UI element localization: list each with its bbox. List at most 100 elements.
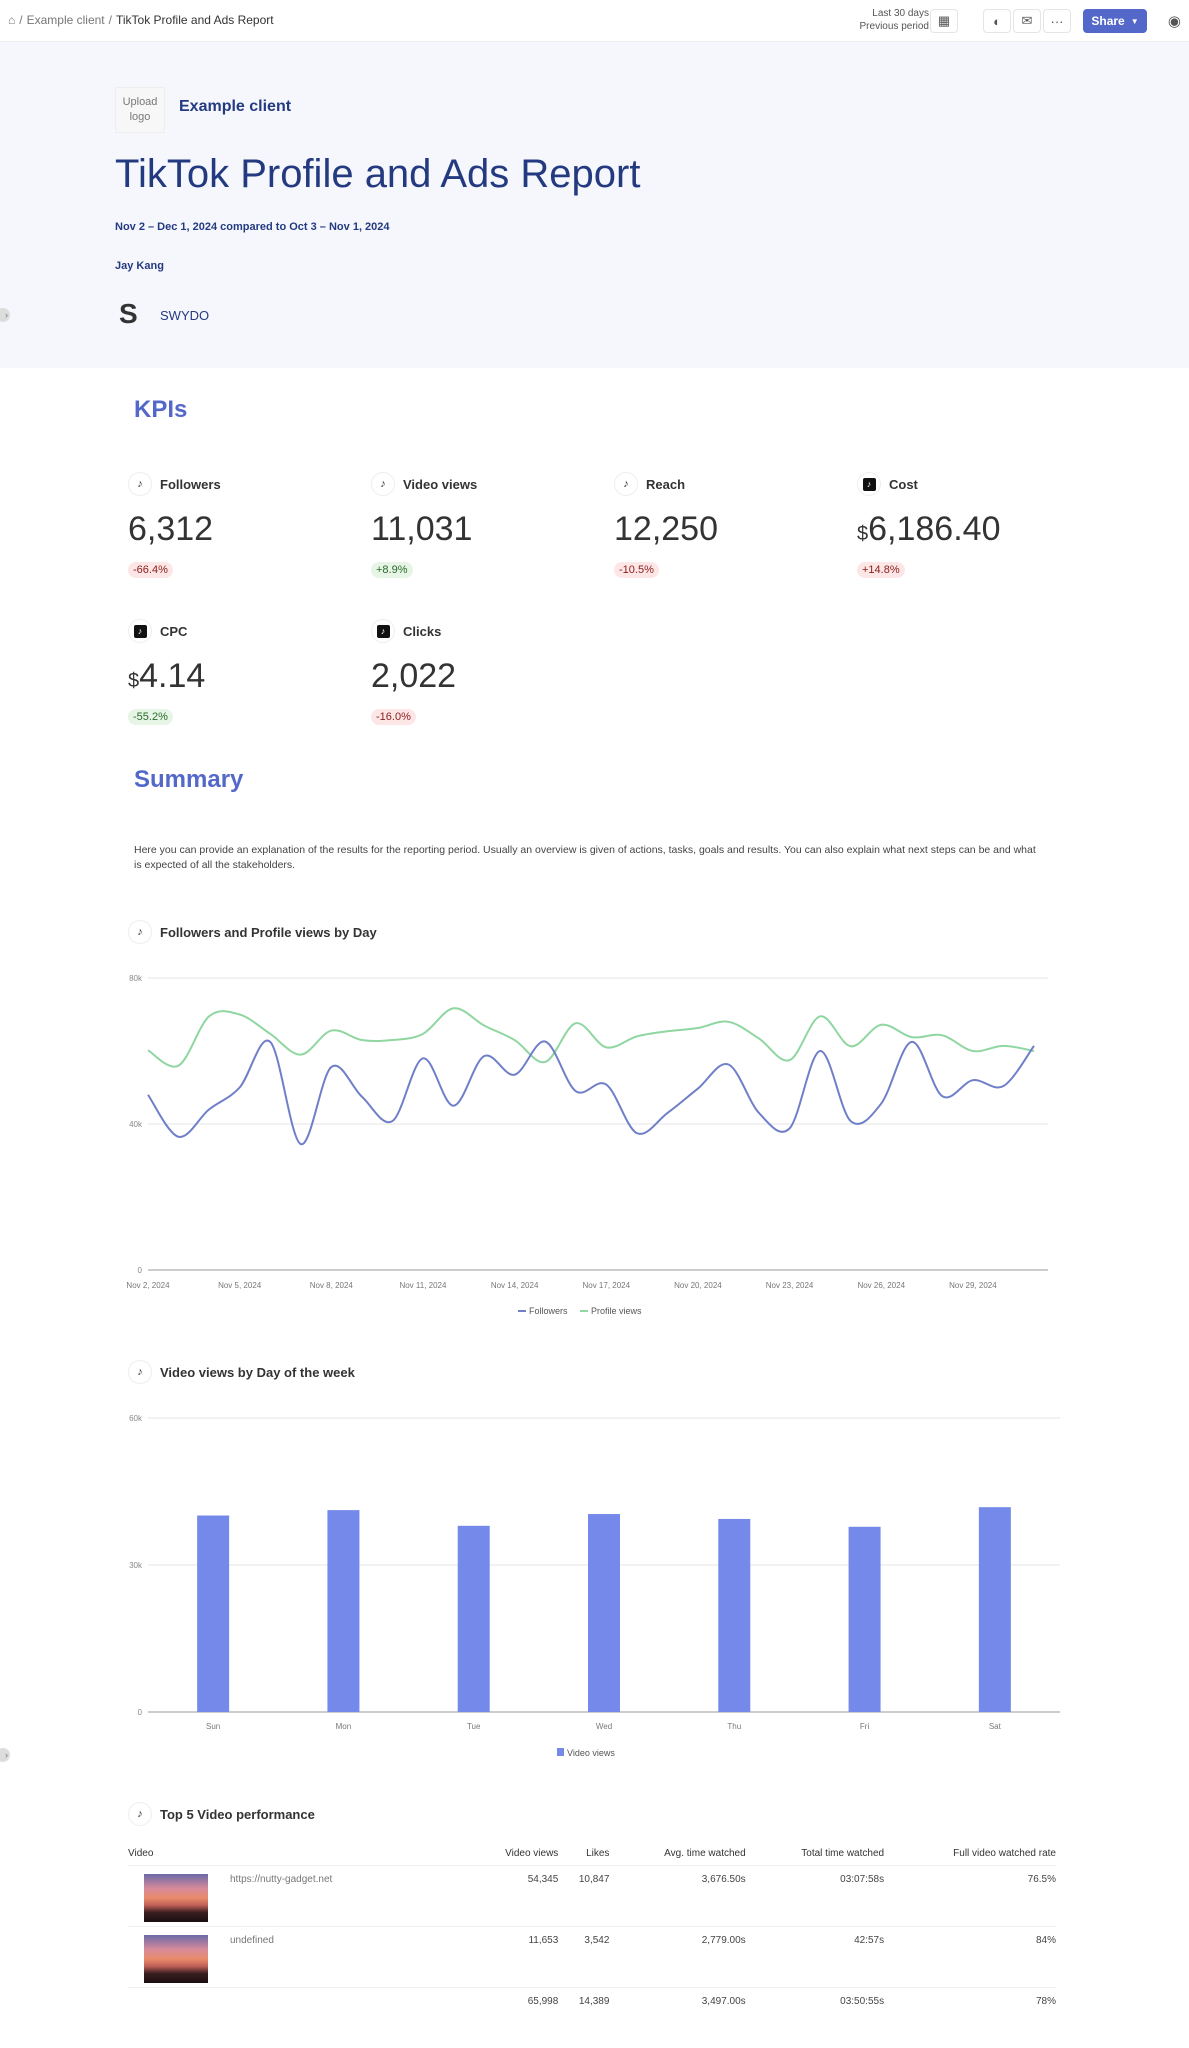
kpi-change-badge: -16.0% — [371, 709, 416, 725]
series-line-profile-views — [147, 1007, 1035, 1068]
mail-schedule-icon[interactable]: ✉ — [1013, 9, 1041, 33]
x-tick-label: Wed — [596, 1722, 612, 1731]
author: Jay Kang — [115, 260, 164, 272]
cell: 03:07:58s — [745, 1865, 885, 1927]
breadcrumb-report: TikTok Profile and Ads Report — [115, 13, 274, 27]
column-header[interactable]: Total time watched — [745, 1843, 885, 1866]
x-tick-label: Sat — [989, 1722, 1002, 1731]
kpi-card-followers: ♪ Followers 6,312 -66.4% — [128, 472, 358, 578]
total-cell: 03:50:55s — [840, 1995, 885, 2007]
home-icon[interactable]: ⌂ — [8, 13, 16, 27]
column-header[interactable]: Avg. time watched — [609, 1843, 746, 1866]
y-tick-label: 60k — [129, 1414, 143, 1423]
kpi-change-badge: +8.9% — [371, 562, 413, 578]
period-selector[interactable]: Last 30 days Previous period — [860, 7, 929, 33]
y-tick-label: 40k — [129, 1120, 143, 1129]
x-tick-label: Mon — [336, 1722, 352, 1731]
cell: 3,676.50s — [609, 1865, 746, 1927]
x-tick-label: Nov 20, 2024 — [674, 1281, 722, 1290]
tiktok-icon: ♪ — [371, 472, 395, 496]
column-header[interactable]: Video views — [469, 1843, 559, 1866]
kpi-value: 12,250 — [614, 510, 718, 548]
tiktok-icon: ♪ — [128, 920, 152, 944]
chevron-down-icon: ▼ — [1130, 16, 1139, 26]
kpi-value: $6,186.40 — [857, 510, 1001, 548]
y-tick-label: 0 — [138, 1708, 143, 1717]
x-tick-label: Fri — [860, 1722, 870, 1731]
video-views-bar-chart: 0 30k 60k Sun Mon Tue Wed Thu Fri Sat Video views — [129, 1414, 1060, 1758]
tiktok-ads-icon: ♪ — [128, 619, 152, 643]
kpi-value: 6,312 — [128, 510, 214, 548]
palette-icon[interactable]: ◐ — [983, 9, 1011, 33]
cell: 54,345 — [469, 1865, 559, 1927]
total-cell: 65,998 — [527, 1995, 559, 2007]
kpi-label: Video views — [403, 476, 478, 492]
x-tick-label: Nov 8, 2024 — [310, 1281, 354, 1290]
kpi-card-cost: ♪ Cost $6,186.40 +14.8% — [857, 472, 1087, 578]
upload-logo-button[interactable]: Upload logo — [115, 87, 165, 133]
followers-profile-views-line-chart: 0 40k 80k Nov 2, 2024 Nov 5, 2024 Nov 8, 2024… — [126, 974, 1048, 1316]
bar-wed — [588, 1514, 620, 1712]
total-cell: 78% — [1035, 1995, 1056, 2007]
column-header[interactable]: Video — [128, 1843, 470, 1866]
x-tick-label: Sun — [206, 1722, 220, 1731]
kpi-change-badge: -10.5% — [614, 562, 659, 578]
x-tick-label: Nov 23, 2024 — [766, 1281, 814, 1290]
y-tick-label: 80k — [129, 974, 143, 983]
table-title: ♪ Top 5 Video performance — [128, 1802, 315, 1826]
x-tick-label: Nov 5, 2024 — [218, 1281, 262, 1290]
video-thumbnail[interactable] — [144, 1873, 208, 1922]
calendar-icon[interactable]: ▦ — [930, 9, 958, 33]
more-icon[interactable]: ··· — [1043, 9, 1071, 33]
y-tick-label: 0 — [138, 1266, 143, 1275]
x-tick-label: Nov 2, 2024 — [126, 1281, 170, 1290]
tiktok-icon: ♪ — [614, 472, 638, 496]
column-header[interactable]: Likes — [558, 1843, 610, 1866]
x-tick-label: Nov 14, 2024 — [491, 1281, 539, 1290]
cell: 76.5% — [884, 1865, 1056, 1927]
legend-label: Profile views — [591, 1306, 642, 1316]
breadcrumb-client[interactable]: Example client — [26, 13, 105, 27]
kpi-card-video-views: ♪ Video views 11,031 +8.9% — [371, 472, 601, 578]
breadcrumb: ⌂ / Example client / TikTok Profile and Ad… — [8, 13, 274, 27]
summary-heading: Summary — [134, 766, 244, 793]
video-thumbnail[interactable] — [144, 1934, 208, 1983]
kpis-heading: KPIs — [134, 396, 188, 423]
client-name: Example client — [179, 98, 292, 115]
expand-sidebar-handle[interactable]: › — [0, 1748, 10, 1762]
expand-sidebar-handle[interactable]: › — [0, 308, 10, 322]
x-tick-label: Nov 29, 2024 — [949, 1281, 997, 1290]
period-compare: Previous period — [859, 21, 929, 32]
currency-symbol: $ — [857, 523, 869, 545]
report-header — [0, 42, 1189, 368]
kpi-change-badge: +14.8% — [857, 562, 905, 578]
share-button[interactable]: Share ▼ — [1083, 9, 1147, 33]
kpi-card-cpc: ♪ CPC $4.14 -55.2% — [128, 619, 358, 725]
cell: 10,847 — [558, 1865, 610, 1927]
kpi-label: Clicks — [403, 623, 442, 639]
x-tick-label: Tue — [467, 1722, 481, 1731]
period-current: Last 30 days — [872, 8, 929, 19]
legend-label: Video views — [567, 1748, 615, 1758]
bar-thu — [718, 1518, 751, 1712]
bar-fri — [848, 1526, 881, 1712]
totals-row: 65,998 14,389 3,497.00s 03:50:55s 78% — [128, 1987, 1056, 2017]
chart1-title: ♪ Followers and Profile views by Day — [128, 920, 377, 944]
cell: 84% — [884, 1926, 1056, 1988]
kpi-label: Followers — [160, 476, 221, 492]
bar-sun — [197, 1515, 230, 1712]
tiktok-icon: ♪ — [128, 1360, 152, 1384]
column-header[interactable]: Full video watched rate — [884, 1843, 1056, 1866]
chart2-title: ♪ Video views by Day of the week — [128, 1360, 355, 1384]
x-tick-label: Nov 11, 2024 — [399, 1281, 447, 1290]
kpi-value: $4.14 — [128, 657, 206, 695]
cell: 3,542 — [558, 1926, 610, 1988]
series-line-followers — [147, 1039, 1035, 1146]
bar-sat — [978, 1507, 1011, 1712]
swydo-logo-icon: S — [119, 298, 138, 329]
video-cell: undefined — [128, 1926, 470, 1988]
legend-swatch — [557, 1748, 564, 1756]
kpi-card-reach: ♪ Reach 12,250 -10.5% — [614, 472, 844, 578]
user-icon[interactable]: ◉ — [1167, 13, 1181, 30]
legend-label: Followers — [529, 1306, 568, 1316]
